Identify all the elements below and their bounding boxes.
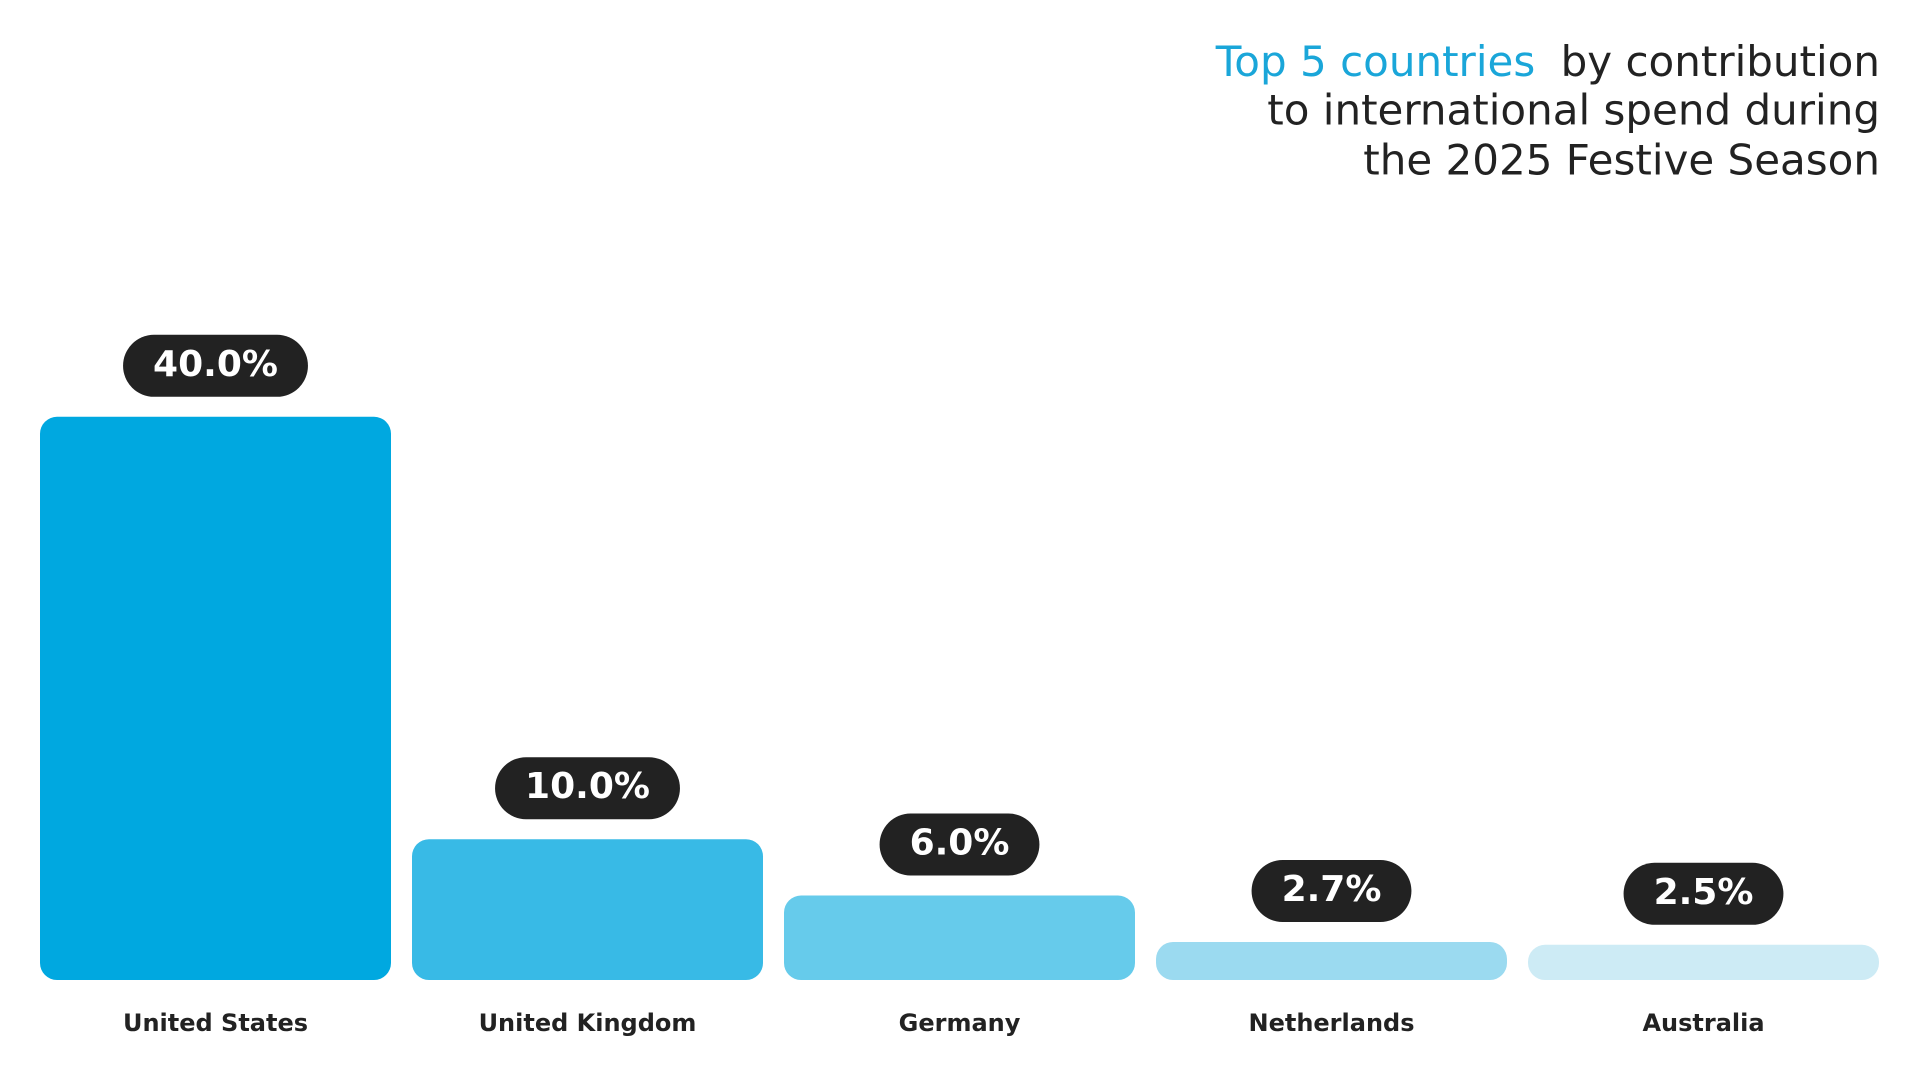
bar (784, 895, 1135, 980)
value-label-text: 10.0% (525, 766, 650, 807)
title-line: by contribution (1561, 37, 1880, 86)
title-line: to international spend during (1267, 86, 1880, 135)
title-highlight: Top 5 countries (1215, 37, 1535, 86)
x-tick-label: United Kingdom (479, 1009, 697, 1037)
value-label-text: 40.0% (153, 344, 278, 385)
x-tick-label: Germany (899, 1009, 1021, 1037)
value-pill (495, 757, 680, 820)
value-label-text: 2.7% (1282, 869, 1382, 910)
value-label: 2.5% (1623, 862, 1784, 925)
x-tick-label: Netherlands (1248, 1009, 1414, 1037)
value-label: 6.0% (879, 813, 1040, 876)
x-tick-label: United States (123, 1009, 308, 1037)
bar (1156, 941, 1507, 980)
x-tick-label: Australia (1642, 1009, 1764, 1037)
value-pill (123, 334, 308, 397)
value-label: 2.7% (1251, 859, 1412, 922)
bar (1528, 944, 1879, 980)
value-pill (1251, 859, 1412, 922)
chart-title: Top 5 countries by contribution (1215, 37, 1880, 86)
value-pill (879, 813, 1040, 876)
value-pill (1623, 862, 1784, 925)
value-label: 40.0% (123, 334, 308, 397)
value-label-text: 6.0% (910, 823, 1010, 864)
bar (40, 416, 391, 980)
bar (412, 839, 763, 980)
title-line: the 2025 Festive Season (1363, 136, 1880, 185)
value-label-text: 2.5% (1654, 872, 1754, 913)
value-label: 10.0% (495, 757, 680, 820)
